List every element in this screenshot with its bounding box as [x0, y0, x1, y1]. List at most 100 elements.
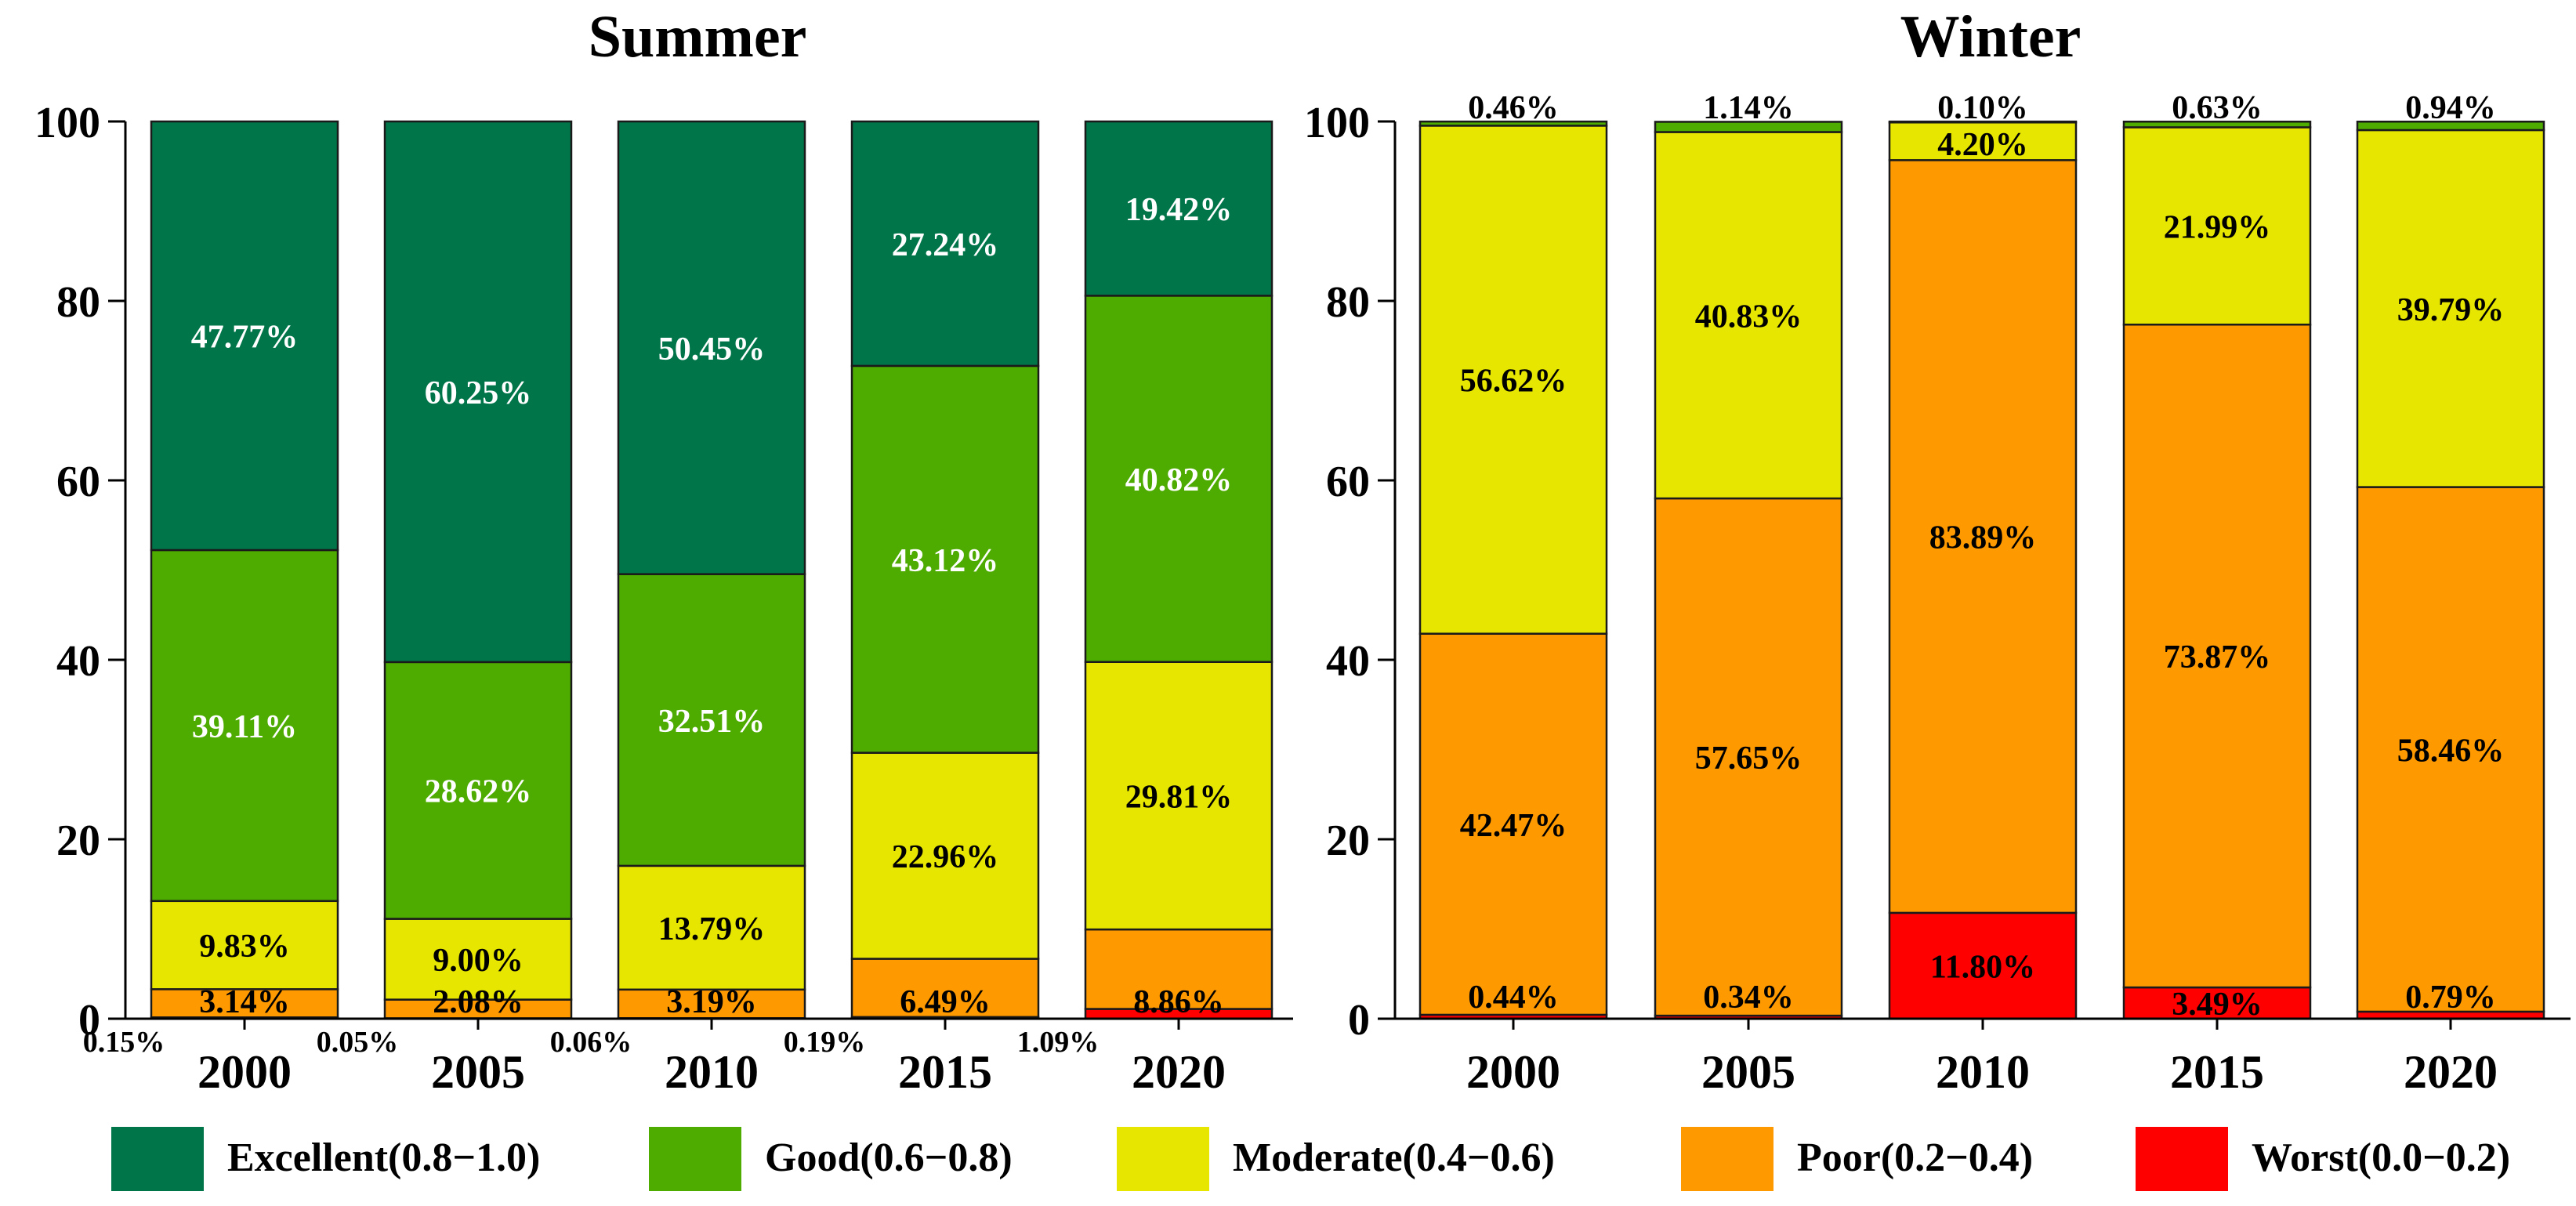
summer-bar-2005-segment-3: [383, 661, 573, 920]
summer-data-label-2015-3: 43.12%: [892, 543, 999, 579]
summer-bar-2000-segment-4: [150, 120, 339, 552]
winter-chart-title: Winter: [1900, 4, 2081, 70]
legend-swatch-3: [1681, 1127, 1773, 1191]
summer-y-tick-label-20: 20: [56, 817, 100, 865]
legend-label-2: Moderate(0.4−0.6): [1233, 1135, 1555, 1180]
winter-bar-2015-segment-0: [2122, 986, 2312, 1020]
summer-bar-2010-segment-3: [617, 573, 806, 867]
summer-data-label-2015-4: 27.24%: [892, 227, 999, 263]
winter-bar-2005-segment-1: [1654, 497, 1843, 1017]
summer-bar-2015-segment-3: [850, 364, 1040, 754]
summer-data-label-2020-4: 19.42%: [1125, 192, 1233, 228]
winter-data-label-2020-1: 58.46%: [2397, 733, 2505, 769]
summer-data-label-2005-3: 28.62%: [425, 774, 532, 810]
winter-data-label-2010-2: 4.20%: [1937, 127, 2028, 163]
winter-data-label-2005-1: 57.65%: [1695, 741, 1802, 777]
winter-x-tick-label-2020: 2020: [2404, 1046, 2498, 1098]
winter-y-tick-label-80: 80: [1326, 278, 1370, 327]
summer-data-label-2015-1: 6.49%: [900, 984, 991, 1020]
summer-data-label-2010-4: 50.45%: [658, 331, 766, 368]
summer-data-label-2005-2: 9.00%: [433, 943, 524, 979]
legend-swatch-0: [111, 1127, 204, 1191]
winter-bar-2015-segment-2: [2122, 126, 2312, 326]
winter-x-tick-label-2000: 2000: [1466, 1046, 1560, 1098]
summer-bar-2000-segment-2: [150, 900, 339, 991]
summer-data-label-2010-0: 0.06%: [550, 1026, 632, 1059]
summer-bar-2010-segment-1: [617, 988, 806, 1019]
summer-bar-2010-segment-2: [617, 864, 806, 991]
summer-data-label-2010-3: 32.51%: [658, 704, 766, 740]
summer-data-label-2020-1: 8.86%: [1133, 984, 1224, 1020]
summer-y-tick-label-0: 0: [78, 996, 100, 1045]
winter-data-label-2010-1: 83.89%: [1929, 520, 2037, 556]
winter-data-label-2005-0: 0.34%: [1703, 980, 1794, 1016]
winter-data-label-2000-2: 56.62%: [1460, 364, 1567, 400]
summer-data-label-2005-0: 0.05%: [317, 1026, 399, 1059]
summer-data-label-2010-2: 13.79%: [658, 911, 766, 947]
winter-data-label-2000-0: 0.44%: [1468, 980, 1559, 1016]
winter-bar-2000-segment-3: [1418, 120, 1608, 127]
legend-label-0: Excellent(0.8−1.0): [227, 1135, 540, 1180]
winter-x-tick-label-2005: 2005: [1701, 1046, 1795, 1098]
winter-bar-2000-segment-2: [1418, 125, 1608, 635]
summer-bar-2010-segment-4: [617, 120, 806, 575]
summer-data-label-2020-2: 29.81%: [1125, 779, 1233, 815]
winter-data-label-2010-3: 0.10%: [1937, 90, 2028, 126]
summer-bar-2015-segment-4: [850, 120, 1040, 368]
summer-data-label-2020-0: 1.09%: [1017, 1026, 1100, 1059]
winter-bar-2020-segment-3: [2356, 120, 2545, 132]
summer-bar-2020-segment-1: [1084, 928, 1274, 1010]
legend-swatch-1: [649, 1127, 741, 1191]
winter-bar-2005-segment-3: [1654, 121, 1843, 133]
winter-data-label-2000-1: 42.47%: [1460, 808, 1567, 844]
summer-x-tick-label-2005: 2005: [431, 1046, 525, 1098]
winter-data-label-2015-3: 0.63%: [2172, 90, 2263, 126]
summer-data-label-2010-1: 3.19%: [666, 984, 757, 1020]
legend-label-1: Good(0.6−0.8): [765, 1135, 1013, 1180]
summer-data-label-2015-2: 22.96%: [892, 839, 999, 875]
winter-bar-2020-segment-1: [2356, 486, 2545, 1013]
winter-y-tick-label-100: 100: [1304, 99, 1370, 147]
winter-data-label-2020-2: 39.79%: [2397, 292, 2505, 328]
winter-data-label-2005-3: 1.14%: [1703, 90, 1794, 126]
summer-data-label-2000-0: 0.15%: [83, 1026, 165, 1059]
summer-y-tick-label-100: 100: [34, 99, 100, 147]
summer-data-label-2005-1: 2.08%: [433, 984, 524, 1020]
summer-x-tick-label-2000: 2000: [197, 1046, 292, 1098]
summer-chart-title: Summer: [589, 4, 807, 70]
legend-label-4: Worst(0.0−0.2): [2252, 1135, 2510, 1180]
summer-x-tick-label-2020: 2020: [1132, 1046, 1226, 1098]
summer-y-tick-label-40: 40: [56, 637, 100, 686]
summer-bar-2015-segment-2: [850, 751, 1040, 960]
winter-data-label-2015-0: 3.49%: [2172, 987, 2263, 1023]
summer-x-tick-label-2015: 2015: [898, 1046, 992, 1098]
summer-x-tick-label-2010: 2010: [665, 1046, 759, 1098]
summer-data-label-2000-2: 9.83%: [199, 929, 290, 965]
winter-y-tick-label-60: 60: [1326, 458, 1370, 506]
summer-data-label-2015-0: 0.19%: [784, 1026, 866, 1059]
winter-bar-2000-segment-1: [1418, 632, 1608, 1016]
winter-x-tick-label-2010: 2010: [1936, 1046, 2030, 1098]
summer-bar-2020-segment-2: [1084, 661, 1274, 931]
summer-data-label-2000-3: 39.11%: [192, 709, 297, 745]
winter-bar-2015-segment-1: [2122, 323, 2312, 989]
winter-bar-2010-segment-3: [1888, 120, 2078, 124]
legend-label-3: Poor(0.2−0.4): [1797, 1135, 2033, 1180]
winter-data-label-2015-1: 73.87%: [2164, 639, 2271, 675]
winter-y-tick-label-0: 0: [1348, 996, 1370, 1045]
winter-data-label-2020-3: 0.94%: [2405, 90, 2496, 126]
summer-y-tick-label-80: 80: [56, 278, 100, 327]
winter-y-tick-label-20: 20: [1326, 817, 1370, 865]
winter-bar-2010-segment-1: [1888, 159, 2078, 914]
summer-y-tick-label-60: 60: [56, 458, 100, 506]
legend-swatch-4: [2136, 1127, 2228, 1191]
summer-data-label-2000-1: 3.14%: [199, 984, 290, 1020]
winter-x-tick-label-2015: 2015: [2170, 1046, 2264, 1098]
summer-data-label-2020-3: 40.82%: [1125, 462, 1233, 498]
winter-bar-2005-segment-2: [1654, 131, 1843, 500]
winter-y-tick-label-40: 40: [1326, 637, 1370, 686]
winter-data-label-2020-0: 0.79%: [2405, 980, 2496, 1016]
summer-bar-2020-segment-4: [1084, 120, 1274, 297]
winter-data-label-2010-0: 11.80%: [1930, 949, 2035, 985]
summer-bar-2015-segment-1: [850, 958, 1040, 1019]
